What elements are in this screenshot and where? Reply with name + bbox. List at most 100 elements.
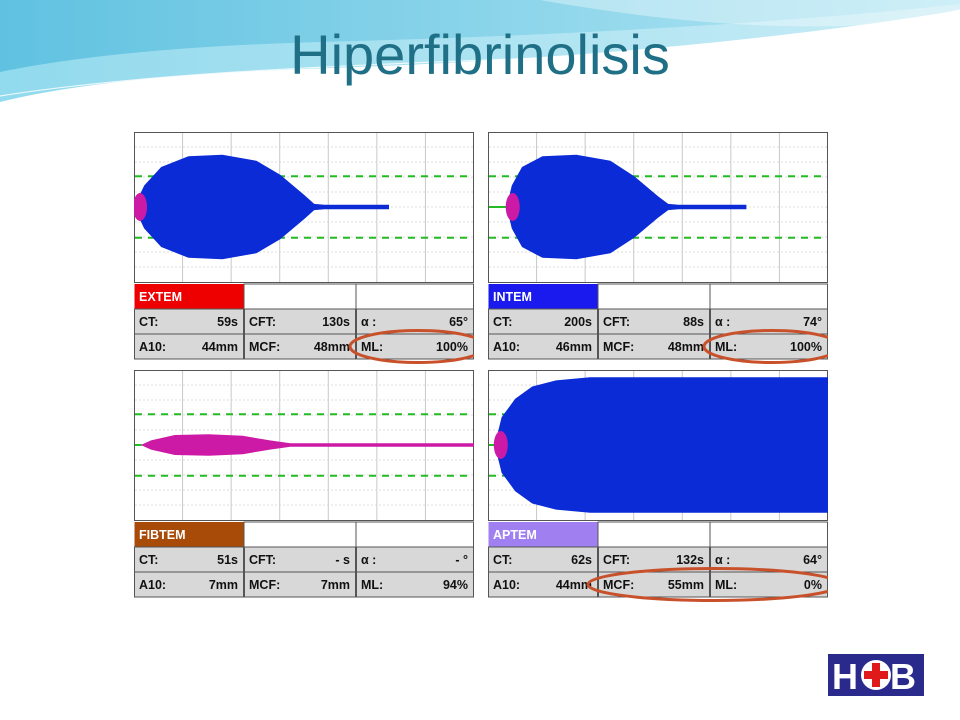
param-name: α :	[715, 315, 730, 329]
param-value: 94%	[443, 578, 468, 592]
empty-cell	[243, 521, 357, 548]
param-name: ML:	[361, 578, 383, 592]
param-name: CT:	[139, 315, 158, 329]
test-label: FIBTEM	[139, 528, 186, 542]
onset-marker	[505, 193, 520, 221]
param-value: 46mm	[556, 340, 592, 354]
clot-firmness-trace	[506, 154, 747, 260]
param-value: 200s	[564, 315, 592, 329]
test-label: EXTEM	[139, 290, 182, 304]
svg-text:H: H	[832, 656, 858, 696]
param-cell	[356, 571, 474, 598]
test-label-cell	[488, 284, 599, 309]
tem-chart-svg: APTEM CT: 62s CFT: 132s α : 64° A10: 44mm MCF: 55m…	[488, 370, 828, 602]
param-value: 74°	[803, 315, 822, 329]
empty-cell	[597, 521, 711, 548]
param-value: 64°	[803, 553, 822, 567]
param-value: 132s	[676, 553, 704, 567]
empty-cell	[355, 521, 474, 548]
param-cell	[244, 571, 356, 598]
param-cell	[134, 546, 244, 573]
rotem-panels: EXTEM CT: 59s CFT: 130s α : 65° A10: 44mm MCF: 48m…	[124, 112, 866, 640]
clot-firmness-trace	[140, 434, 474, 456]
test-label: INTEM	[493, 290, 532, 304]
highlight-ring	[586, 567, 828, 602]
test-label-cell	[488, 522, 599, 547]
param-value: 44mm	[556, 578, 592, 592]
param-cell	[710, 571, 828, 598]
test-label: APTEM	[493, 528, 537, 542]
param-value: 0%	[804, 578, 822, 592]
empty-cell	[597, 283, 711, 310]
onset-marker	[493, 431, 508, 459]
param-value: 62s	[571, 553, 592, 567]
param-name: CFT:	[603, 315, 630, 329]
param-name: ML:	[715, 340, 737, 354]
tem-chart-svg: EXTEM CT: 59s CFT: 130s α : 65° A10: 44mm MCF: 48m…	[134, 132, 474, 364]
param-name: MCF:	[603, 578, 634, 592]
clot-firmness-trace	[494, 377, 828, 513]
param-cell	[488, 308, 598, 335]
param-cell	[134, 333, 244, 360]
param-cell	[598, 333, 710, 360]
fibtem-panel: FIBTEM CT: 51s CFT: - s α : - ° A10: 7mm MCF: 7mm M…	[134, 370, 474, 602]
test-label-cell	[134, 522, 245, 547]
hospital-logo: H B	[828, 654, 924, 696]
param-value: 48mm	[314, 340, 350, 354]
param-cell	[134, 308, 244, 335]
param-value: 48mm	[668, 340, 704, 354]
param-cell	[356, 546, 474, 573]
param-cell	[710, 333, 828, 360]
tem-chart-svg: FIBTEM CT: 51s CFT: - s α : - ° A10: 7mm MCF: 7mm M…	[134, 370, 474, 598]
param-name: MCF:	[249, 578, 280, 592]
tem-chart-svg: INTEM CT: 200s CFT: 88s α : 74° A10: 46mm MCF: 48m…	[488, 132, 828, 364]
param-value: 100%	[436, 340, 468, 354]
clot-firmness-trace	[134, 154, 389, 260]
empty-cell	[709, 283, 828, 310]
param-value: 55mm	[668, 578, 704, 592]
param-cell	[598, 308, 710, 335]
test-label-cell	[134, 284, 245, 309]
param-cell	[244, 546, 356, 573]
param-name: A10:	[139, 340, 166, 354]
param-cell	[356, 333, 474, 360]
param-name: ML:	[715, 578, 737, 592]
param-value: 65°	[449, 315, 468, 329]
param-value: - °	[455, 553, 468, 567]
param-cell	[134, 571, 244, 598]
param-name: CT:	[139, 553, 158, 567]
param-value: 44mm	[202, 340, 238, 354]
param-name: α :	[715, 553, 730, 567]
param-name: α :	[361, 553, 376, 567]
svg-text:B: B	[890, 656, 916, 696]
param-cell	[488, 333, 598, 360]
highlight-ring	[702, 329, 828, 364]
param-cell	[598, 571, 710, 598]
param-value: 7mm	[321, 578, 350, 592]
intem-panel: INTEM CT: 200s CFT: 88s α : 74° A10: 46mm MCF: 48m…	[488, 132, 828, 364]
param-value: 100%	[790, 340, 822, 354]
empty-cell	[709, 521, 828, 548]
param-name: CFT:	[603, 553, 630, 567]
aptem-panel: APTEM CT: 62s CFT: 132s α : 64° A10: 44mm MCF: 55m…	[488, 370, 828, 602]
param-name: A10:	[493, 340, 520, 354]
param-value: 59s	[217, 315, 238, 329]
param-value: 7mm	[209, 578, 238, 592]
param-name: CFT:	[249, 315, 276, 329]
slide-title: Hiperfibrinolisis	[290, 23, 670, 86]
param-name: MCF:	[249, 340, 280, 354]
param-name: MCF:	[603, 340, 634, 354]
param-cell	[244, 333, 356, 360]
param-cell	[488, 571, 598, 598]
param-name: A10:	[139, 578, 166, 592]
param-value: 130s	[322, 315, 350, 329]
highlight-ring	[348, 329, 474, 364]
param-name: A10:	[493, 578, 520, 592]
param-cell	[244, 308, 356, 335]
header-wave-decoration	[0, 0, 960, 105]
param-name: α :	[361, 315, 376, 329]
param-name: CT:	[493, 553, 512, 567]
extem-panel: EXTEM CT: 59s CFT: 130s α : 65° A10: 44mm MCF: 48m…	[134, 132, 474, 364]
param-value: 51s	[217, 553, 238, 567]
empty-cell	[243, 283, 357, 310]
